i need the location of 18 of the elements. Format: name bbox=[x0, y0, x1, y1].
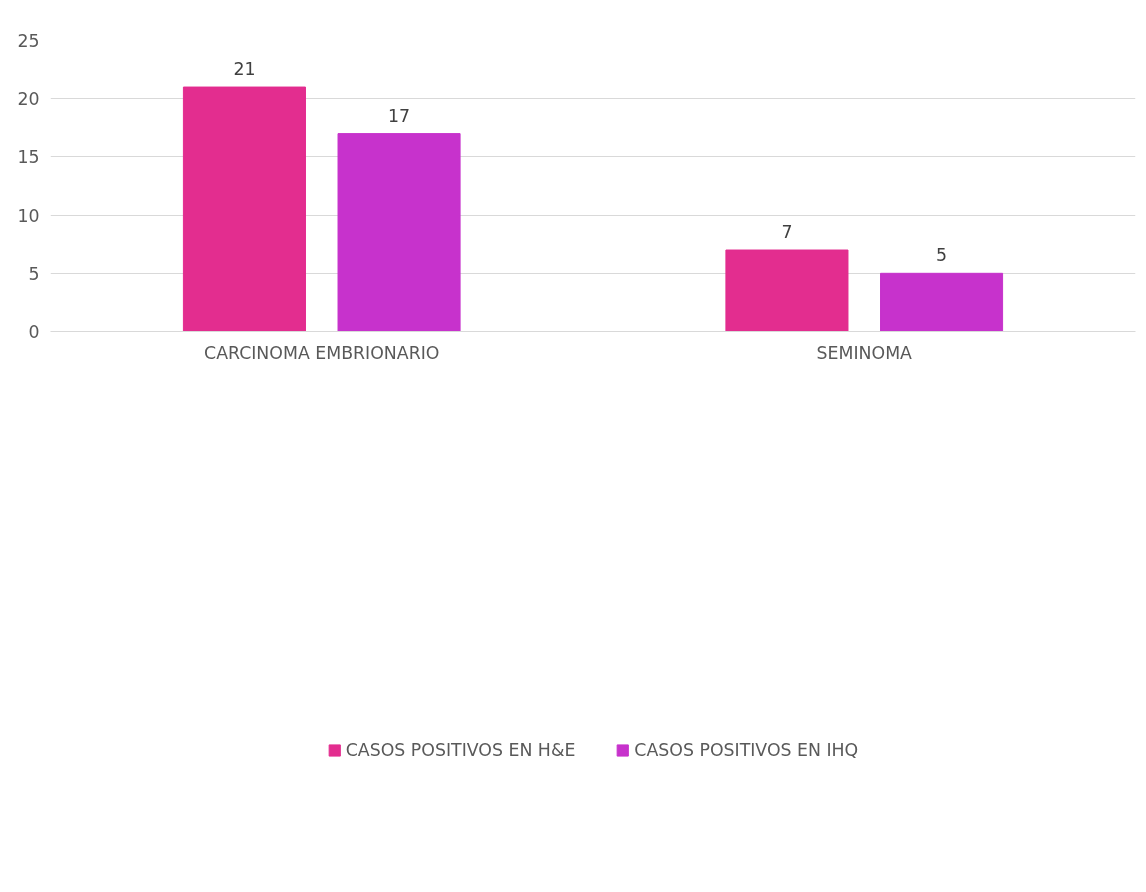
data-label: 7 bbox=[781, 222, 793, 243]
y-tick-label: 0 bbox=[28, 322, 40, 342]
bar bbox=[182, 86, 306, 332]
y-tick-label: 25 bbox=[17, 31, 40, 51]
y-tick-label: 10 bbox=[17, 205, 40, 226]
x-tick-label: SEMINOMA bbox=[816, 342, 913, 363]
data-label: 17 bbox=[388, 105, 411, 126]
data-label: 5 bbox=[936, 245, 948, 266]
y-tick-label: 20 bbox=[17, 89, 40, 110]
bar bbox=[337, 133, 461, 332]
bar bbox=[880, 272, 1004, 332]
y-tick-label: 15 bbox=[17, 147, 40, 168]
bar bbox=[725, 249, 849, 332]
y-tick-label: 5 bbox=[28, 263, 40, 284]
legend-label: CASOS POSITIVOS EN IHQ bbox=[634, 740, 859, 760]
legend-label: CASOS POSITIVOS EN H&E bbox=[345, 740, 576, 760]
x-tick-label: CARCINOMA EMBRIONARIO bbox=[204, 342, 440, 363]
data-label: 21 bbox=[233, 59, 256, 80]
